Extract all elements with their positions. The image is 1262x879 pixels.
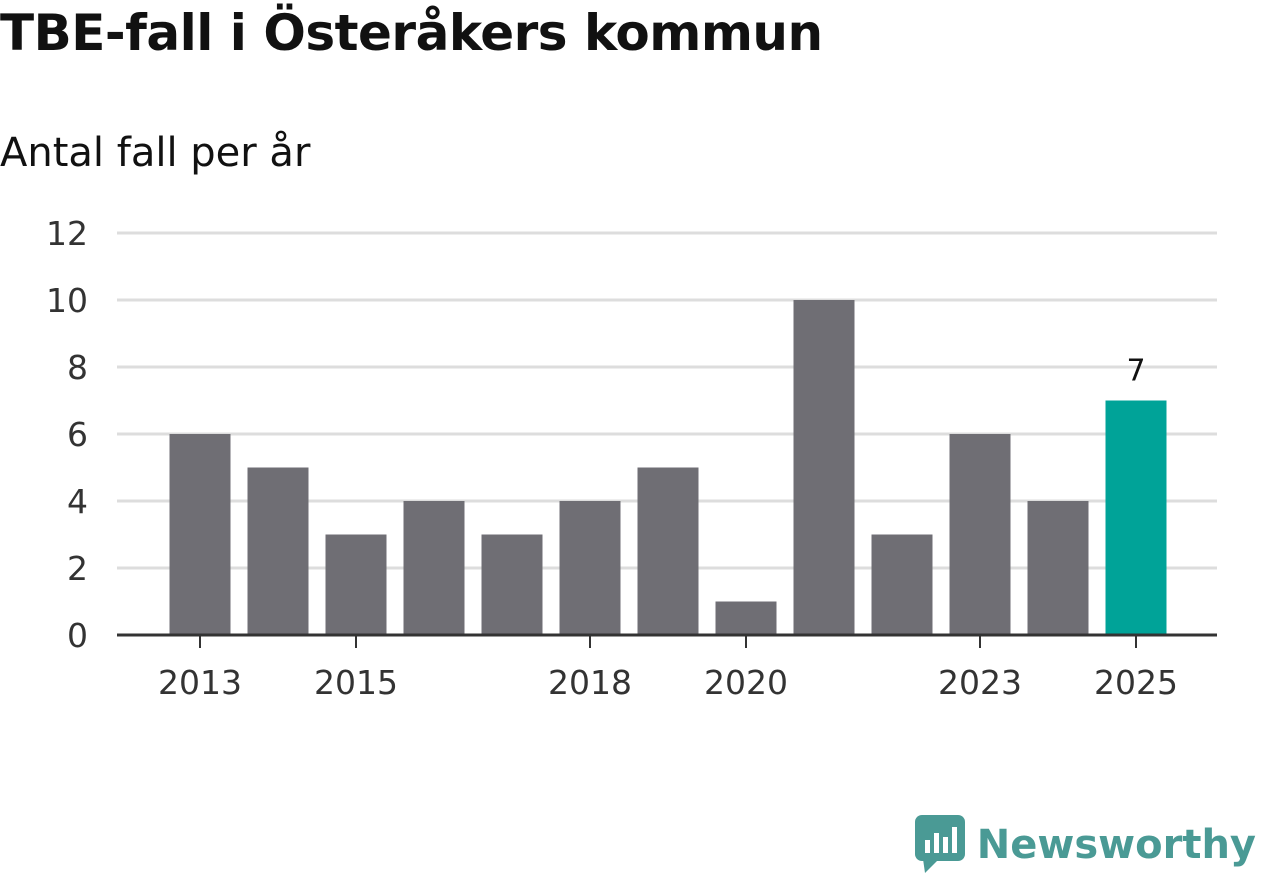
bar-highlight (1105, 400, 1167, 635)
y-tick-label: 12 (46, 214, 88, 253)
y-axis-labels: 0 2 4 6 8 10 12 (46, 214, 88, 655)
bar (325, 534, 387, 635)
x-tick-label: 2018 (548, 663, 632, 702)
bars (169, 300, 1167, 635)
chart-title: TBE-fall i Österåkers kommun (0, 4, 823, 62)
bar (715, 601, 777, 635)
y-tick-label: 6 (67, 415, 88, 454)
bar-chart-speech-bubble-icon (914, 815, 965, 873)
y-tick-label: 4 (67, 482, 88, 521)
bar (169, 434, 231, 635)
brand-name: Newsworthy (976, 822, 1256, 868)
bar-chart: 0 2 4 6 8 10 12 2013 2015 2018 2020 2023 2025 7 (46, 214, 1217, 702)
y-tick-label: 0 (67, 616, 88, 655)
x-tick-label: 2025 (1094, 663, 1178, 702)
bar (481, 534, 543, 635)
bar (871, 534, 933, 635)
value-labels: 7 (1126, 354, 1145, 389)
x-tick-label: 2020 (704, 663, 788, 702)
bar (1027, 501, 1089, 635)
bar (949, 434, 1011, 635)
y-tick-label: 8 (67, 348, 88, 387)
bar (793, 300, 855, 635)
bar (247, 467, 309, 635)
bar (637, 467, 699, 635)
y-tick-label: 10 (46, 281, 88, 320)
x-tick-label: 2023 (938, 663, 1022, 702)
bar (559, 501, 621, 635)
x-axis-labels: 2013 2015 2018 2020 2023 2025 (158, 663, 1178, 702)
x-axis (117, 633, 1217, 648)
x-tick-label: 2015 (314, 663, 398, 702)
bar (403, 501, 465, 635)
chart-subtitle: Antal fall per år (0, 130, 311, 176)
y-tick-label: 2 (67, 549, 88, 588)
newsworthy-brand: Newsworthy (914, 815, 1256, 875)
x-tick-label: 2013 (158, 663, 242, 702)
bar-value-label: 7 (1126, 354, 1145, 389)
